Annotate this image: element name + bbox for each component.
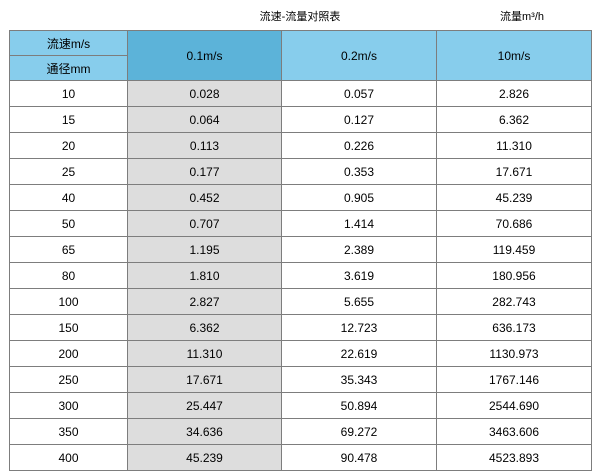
table-row: 25 0.177 0.353 17.671 — [9, 158, 592, 185]
cell-dn: 80 — [9, 262, 128, 289]
header-velocity-2: 0.2m/s — [281, 30, 437, 81]
cell-dn: 400 — [9, 444, 128, 471]
table-row: 10 0.028 0.057 2.826 — [9, 80, 592, 107]
cell-flow-v1: 0.177 — [127, 158, 282, 185]
cell-dn: 20 — [9, 132, 128, 159]
cell-flow-v3: 2.826 — [436, 80, 592, 107]
cell-flow-v1: 0.452 — [127, 184, 282, 211]
table-row: 300 25.447 50.894 2544.690 — [9, 392, 592, 419]
cell-flow-v1: 2.827 — [127, 288, 282, 315]
cell-flow-v2: 22.619 — [281, 340, 437, 367]
table-row: 80 1.810 3.619 180.956 — [9, 262, 592, 289]
cell-flow-v2: 69.272 — [281, 418, 437, 445]
cell-dn: 350 — [9, 418, 128, 445]
header-velocity-1: 0.1m/s — [127, 30, 282, 81]
cell-flow-v1: 1.195 — [127, 236, 282, 263]
table-row: 40 0.452 0.905 45.239 — [9, 184, 592, 211]
cell-flow-v2: 12.723 — [281, 314, 437, 341]
cell-dn: 15 — [9, 106, 128, 133]
cell-dn: 200 — [9, 340, 128, 367]
cell-flow-v3: 70.686 — [436, 210, 592, 237]
table-row: 15 0.064 0.127 6.362 — [9, 106, 592, 133]
cell-flow-v2: 90.478 — [281, 444, 437, 471]
cell-flow-v2: 50.894 — [281, 392, 437, 419]
cell-flow-v1: 45.239 — [127, 444, 282, 471]
header-unit-diameter: 通径mm — [9, 55, 128, 81]
cell-flow-v3: 636.173 — [436, 314, 592, 341]
cell-dn: 25 — [9, 158, 128, 185]
cell-flow-v3: 119.459 — [436, 236, 592, 263]
cell-flow-v2: 1.414 — [281, 210, 437, 237]
cell-flow-v3: 45.239 — [436, 184, 592, 211]
cell-dn: 250 — [9, 366, 128, 393]
table-row: 65 1.195 2.389 119.459 — [9, 236, 592, 263]
cell-flow-v3: 2544.690 — [436, 392, 592, 419]
table-row: 400 45.239 90.478 4523.893 — [9, 444, 592, 471]
table-row: 200 11.310 22.619 1130.973 — [9, 340, 592, 367]
cell-flow-v1: 11.310 — [127, 340, 282, 367]
cell-flow-v2: 0.905 — [281, 184, 437, 211]
cell-flow-v3: 4523.893 — [436, 444, 592, 471]
flow-unit-caption: 流量m³/h — [500, 11, 544, 23]
cell-flow-v2: 2.389 — [281, 236, 437, 263]
cell-flow-v3: 282.743 — [436, 288, 592, 315]
cell-flow-v2: 0.127 — [281, 106, 437, 133]
cell-flow-v1: 0.707 — [127, 210, 282, 237]
cell-flow-v1: 25.447 — [127, 392, 282, 419]
cell-flow-v1: 1.810 — [127, 262, 282, 289]
cell-flow-v3: 6.362 — [436, 106, 592, 133]
header-velocity-3: 10m/s — [436, 30, 592, 81]
cell-flow-v2: 0.226 — [281, 132, 437, 159]
cell-flow-v3: 11.310 — [436, 132, 592, 159]
cell-dn: 40 — [9, 184, 128, 211]
cell-dn: 10 — [9, 80, 128, 107]
table-caption: 流速-流量对照表 — [259, 11, 341, 23]
cell-dn: 100 — [9, 288, 128, 315]
table-row: 350 34.636 69.272 3463.606 — [9, 418, 592, 445]
cell-dn: 300 — [9, 392, 128, 419]
cell-flow-v3: 1767.146 — [436, 366, 592, 393]
header-unit-velocity: 流速m/s — [9, 30, 128, 56]
table-row: 20 0.113 0.226 11.310 — [9, 132, 592, 159]
cell-flow-v3: 180.956 — [436, 262, 592, 289]
table-body: 流速m/s 0.1m/s 0.2m/s 10m/s 通径mm 10 0.028 … — [9, 30, 592, 471]
caption-row: 流速-流量对照表 流量m³/h — [0, 0, 600, 30]
cell-dn: 150 — [9, 314, 128, 341]
table-row: 250 17.671 35.343 1767.146 — [9, 366, 592, 393]
cell-flow-v3: 3463.606 — [436, 418, 592, 445]
header-row-velocity: 流速m/s 0.1m/s 0.2m/s 10m/s — [9, 30, 592, 81]
cell-flow-v2: 35.343 — [281, 366, 437, 393]
cell-flow-v1: 0.028 — [127, 80, 282, 107]
cell-flow-v2: 0.353 — [281, 158, 437, 185]
cell-flow-v1: 0.064 — [127, 106, 282, 133]
cell-flow-v1: 6.362 — [127, 314, 282, 341]
cell-dn: 65 — [9, 236, 128, 263]
cell-flow-v3: 17.671 — [436, 158, 592, 185]
flow-velocity-table: 流速m/s 0.1m/s 0.2m/s 10m/s 通径mm 10 0.028 … — [9, 30, 592, 471]
cell-flow-v1: 17.671 — [127, 366, 282, 393]
cell-flow-v2: 3.619 — [281, 262, 437, 289]
cell-dn: 50 — [9, 210, 128, 237]
table-row: 100 2.827 5.655 282.743 — [9, 288, 592, 315]
cell-flow-v3: 1130.973 — [436, 340, 592, 367]
cell-flow-v1: 0.113 — [127, 132, 282, 159]
table-row: 150 6.362 12.723 636.173 — [9, 314, 592, 341]
cell-flow-v2: 5.655 — [281, 288, 437, 315]
cell-flow-v2: 0.057 — [281, 80, 437, 107]
cell-flow-v1: 34.636 — [127, 418, 282, 445]
table-row: 50 0.707 1.414 70.686 — [9, 210, 592, 237]
